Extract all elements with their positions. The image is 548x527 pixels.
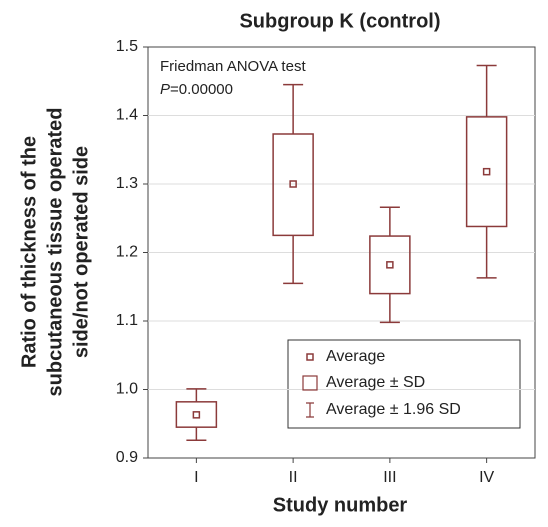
y-tick-label: 0.9 bbox=[116, 449, 138, 466]
annotation: Friedman ANOVA test bbox=[160, 58, 306, 75]
legend-swatch bbox=[306, 353, 314, 361]
y-tick-label: 1.5 bbox=[116, 38, 138, 55]
annotation: P=0.00000 bbox=[160, 81, 233, 98]
mean-marker bbox=[386, 261, 394, 269]
y-tick-label: 1.2 bbox=[116, 244, 138, 261]
x-tick-label: I bbox=[194, 469, 198, 486]
y-tick-label: 1.0 bbox=[116, 381, 138, 398]
mean-marker bbox=[289, 180, 297, 188]
x-tick-label: II bbox=[289, 469, 298, 486]
box bbox=[175, 401, 218, 428]
y-tick-label: 1.3 bbox=[116, 175, 138, 192]
legend-swatch bbox=[302, 375, 318, 391]
y-axis-title: Ratio of thickness of the subcutaneous t… bbox=[18, 108, 92, 397]
whisker bbox=[476, 64, 497, 279]
mean-marker bbox=[192, 411, 201, 419]
whisker bbox=[186, 388, 207, 441]
chart-title: Subgroup K (control) bbox=[239, 10, 440, 32]
legend-label: Average ± 1.96 SD bbox=[326, 401, 461, 418]
y-axis-title-line: subcutaneous tissue operated bbox=[44, 108, 66, 397]
y-tick-label: 1.4 bbox=[116, 107, 138, 124]
box bbox=[465, 116, 508, 228]
legend-label: Average ± SD bbox=[326, 374, 425, 391]
mean-marker bbox=[482, 167, 491, 176]
box bbox=[369, 235, 411, 295]
legend bbox=[287, 339, 521, 429]
x-axis-title: Study number bbox=[273, 494, 408, 516]
annotation-text: =0.00000 bbox=[170, 81, 233, 98]
y-axis-title-line: side/not operated side bbox=[70, 146, 92, 358]
y-axis-title-line: Ratio of thickness of the bbox=[18, 136, 40, 368]
y-tick-label: 1.1 bbox=[116, 312, 138, 329]
whisker bbox=[379, 206, 400, 324]
whisker bbox=[283, 83, 304, 285]
x-tick-label: III bbox=[383, 469, 396, 486]
legend-swatch bbox=[306, 402, 314, 418]
annotation-italic: P bbox=[160, 81, 170, 98]
legend-label: Average bbox=[326, 348, 385, 365]
box bbox=[272, 133, 314, 237]
x-tick-label: IV bbox=[479, 469, 494, 486]
